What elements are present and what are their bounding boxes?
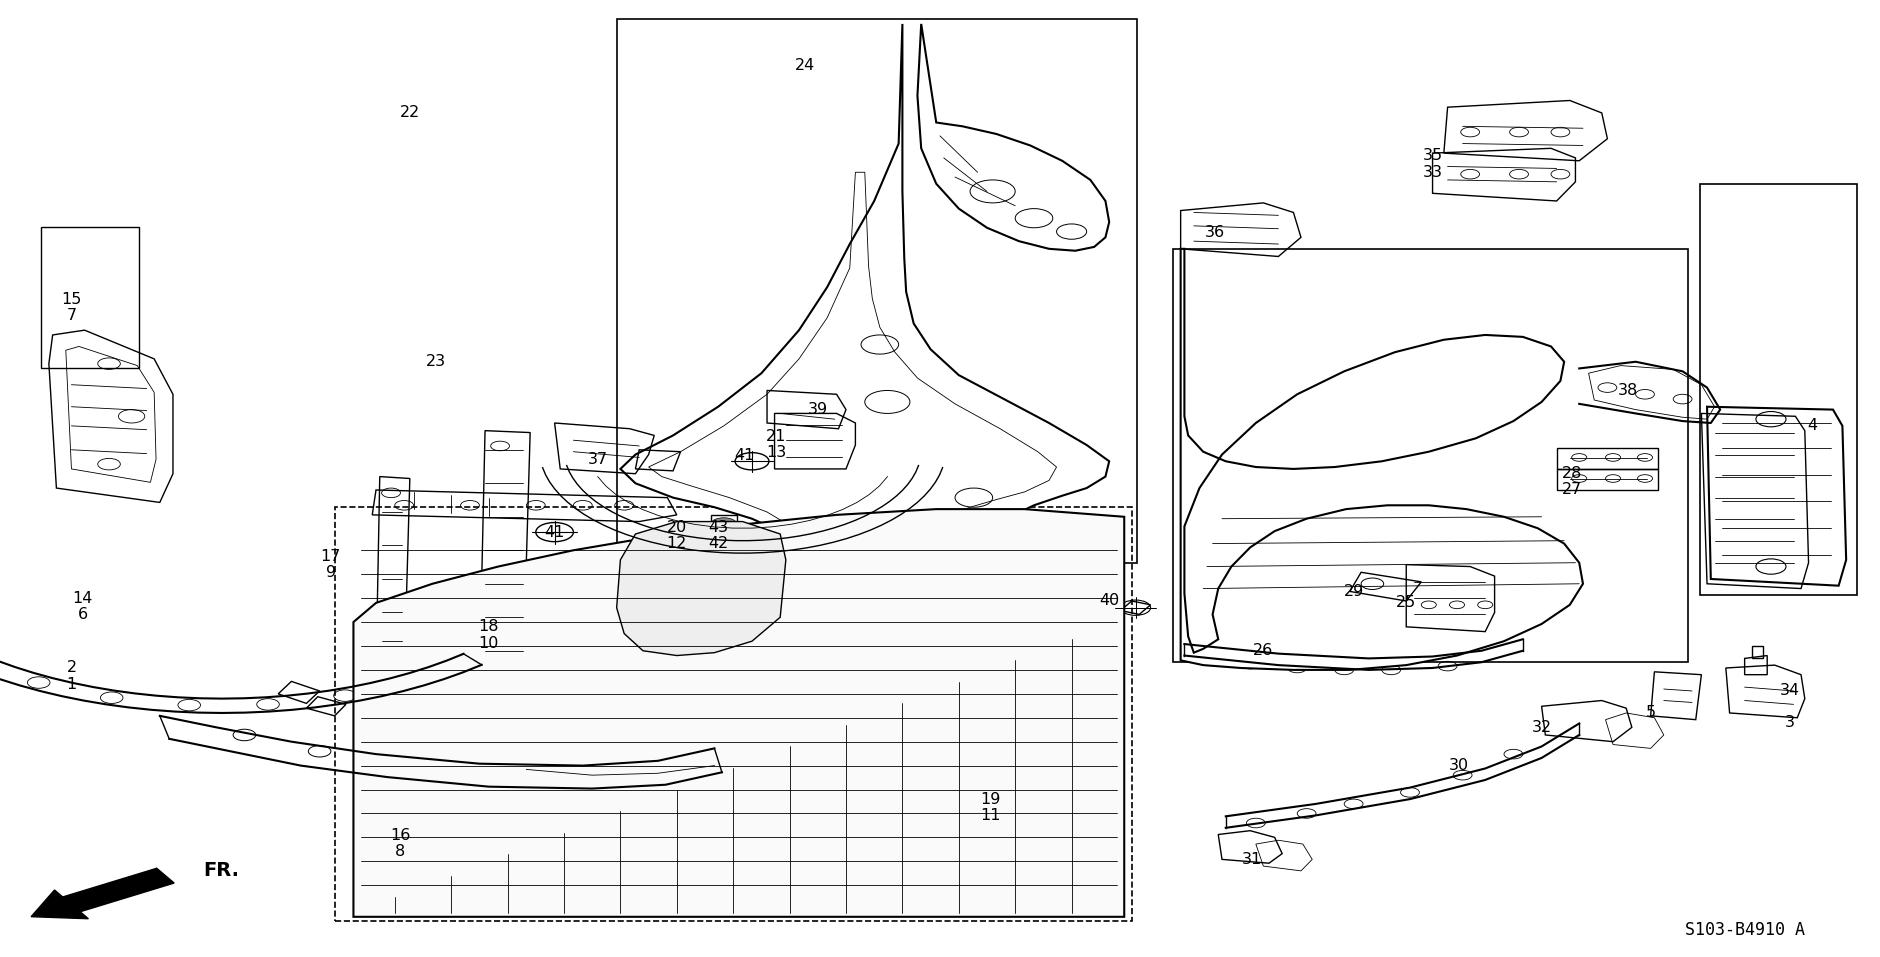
Text: 41: 41 — [545, 524, 564, 540]
Text: 20: 20 — [667, 520, 686, 535]
Text: 18: 18 — [479, 619, 498, 634]
Text: FR.: FR. — [203, 861, 239, 880]
Text: 16: 16 — [391, 828, 410, 843]
Polygon shape — [617, 522, 786, 656]
Text: 27: 27 — [1562, 482, 1581, 498]
Text: 3: 3 — [1784, 715, 1795, 730]
Polygon shape — [620, 24, 1109, 815]
Bar — [41, 227, 139, 368]
Text: 2: 2 — [66, 660, 77, 676]
Text: 7: 7 — [66, 308, 77, 323]
Text: 23: 23 — [427, 354, 446, 369]
Text: 9: 9 — [325, 565, 337, 580]
Bar — [1700, 184, 1857, 595]
Text: 15: 15 — [62, 292, 81, 307]
Text: 28: 28 — [1562, 466, 1581, 481]
Text: 12: 12 — [667, 536, 686, 551]
Text: 43: 43 — [709, 520, 728, 535]
Bar — [617, 19, 1137, 563]
Text: 8: 8 — [395, 844, 406, 859]
Polygon shape — [917, 24, 1109, 251]
Text: 22: 22 — [400, 105, 419, 121]
Text: 26: 26 — [1254, 643, 1273, 658]
Circle shape — [711, 518, 737, 531]
Text: 34: 34 — [1780, 683, 1799, 699]
Text: 24: 24 — [795, 57, 814, 73]
Text: 21: 21 — [767, 429, 786, 444]
Text: 31: 31 — [1243, 852, 1261, 867]
Text: 6: 6 — [77, 607, 88, 622]
Text: 17: 17 — [321, 548, 340, 564]
Bar — [335, 507, 1132, 921]
Polygon shape — [353, 509, 1124, 917]
Text: 40: 40 — [1100, 593, 1119, 609]
Text: 33: 33 — [1423, 165, 1442, 180]
Circle shape — [711, 531, 737, 545]
Text: 41: 41 — [735, 448, 754, 463]
Bar — [1173, 249, 1688, 662]
Text: 14: 14 — [73, 590, 92, 606]
Text: 4: 4 — [1807, 418, 1818, 434]
Text: 38: 38 — [1619, 383, 1637, 398]
Text: 39: 39 — [808, 402, 827, 417]
Text: 1: 1 — [66, 677, 77, 692]
FancyArrow shape — [32, 868, 175, 919]
Text: 25: 25 — [1397, 595, 1416, 611]
Polygon shape — [1181, 249, 1583, 670]
Text: 5: 5 — [1645, 705, 1656, 721]
Text: 29: 29 — [1344, 584, 1363, 599]
Text: 36: 36 — [1205, 225, 1224, 240]
Text: S103-B4910 A: S103-B4910 A — [1684, 922, 1805, 939]
Text: 35: 35 — [1423, 148, 1442, 164]
Text: 32: 32 — [1532, 720, 1551, 735]
Text: 19: 19 — [981, 791, 1000, 807]
Text: 30: 30 — [1449, 758, 1468, 773]
Text: 10: 10 — [479, 635, 498, 651]
Text: 13: 13 — [767, 445, 786, 460]
Text: 11: 11 — [981, 808, 1000, 823]
Text: 37: 37 — [588, 452, 607, 467]
Text: 42: 42 — [709, 536, 728, 551]
